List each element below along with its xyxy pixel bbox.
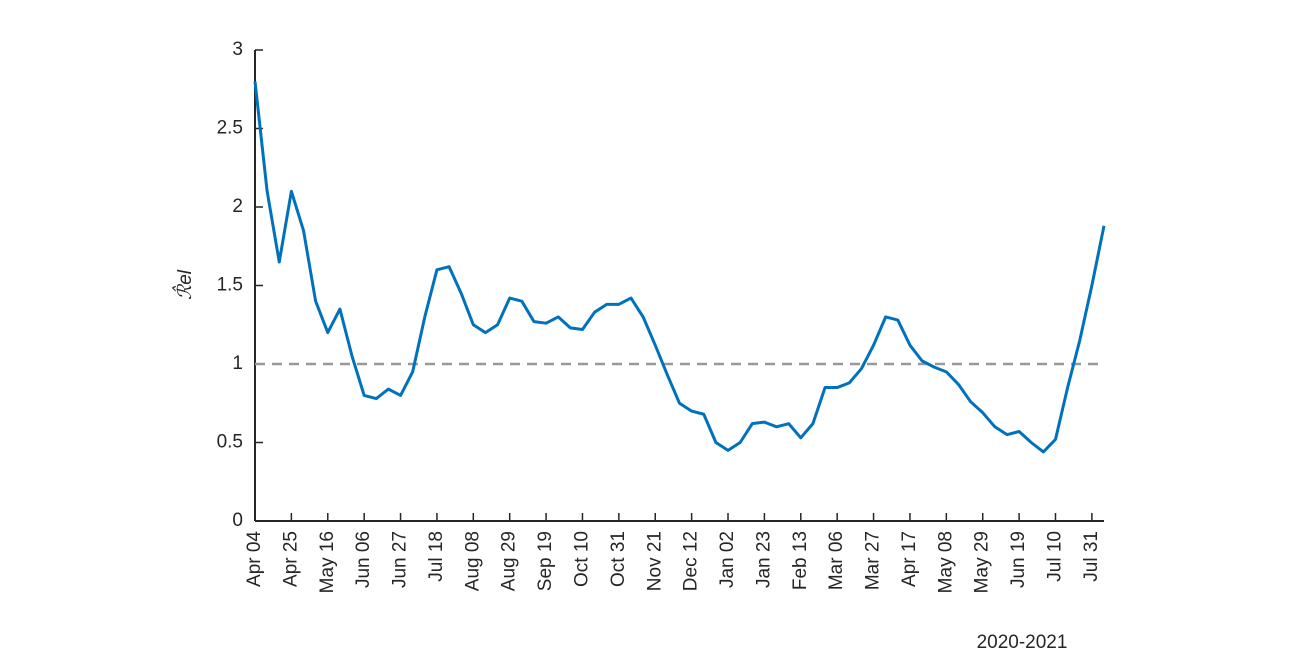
x-tick-label: Jun 06 (353, 531, 374, 588)
x-tick-label: Jun 27 (390, 531, 411, 588)
x-tick-label: Jan 02 (717, 531, 738, 588)
x-tick-label: Feb 13 (790, 531, 811, 590)
x-tick-label: Jul 18 (426, 531, 447, 582)
x-tick-label: May 08 (935, 531, 956, 593)
x-tick-label: Oct 10 (571, 531, 592, 587)
y-tick-label: 2.5 (217, 118, 243, 139)
y-tick-label: 1 (232, 353, 243, 374)
x-tick-label: Apr 04 (244, 531, 265, 587)
x-tick-label: Jul 10 (1045, 531, 1066, 582)
x-tick-label: May 29 (972, 531, 993, 593)
x-tick-label: Oct 31 (608, 531, 629, 587)
x-tick-label: Dec 12 (681, 531, 702, 591)
x-tick-label: Aug 29 (499, 531, 520, 591)
y-tick-label: 1.5 (217, 275, 243, 296)
x-tick-label: May 16 (317, 531, 338, 593)
x-tick-label: Nov 21 (644, 531, 665, 591)
y-tick-label: 2 (232, 196, 243, 217)
x-tick-label: Apr 17 (899, 531, 920, 587)
x-tick-label: Mar 27 (863, 531, 884, 590)
y-tick-label: 0 (232, 510, 243, 531)
y-tick-label: 3 (232, 39, 243, 60)
y-axis-label: ℛ̂el (172, 269, 196, 300)
x-tick-label: Sep 19 (535, 531, 556, 591)
x-tick-label: Aug 08 (462, 531, 483, 591)
data-line (253, 81, 1106, 454)
x-tick-label: Jul 31 (1081, 531, 1102, 582)
x-tick-label: Jun 19 (1008, 531, 1029, 588)
x-tick-label: Apr 25 (280, 531, 301, 587)
x-tick-label: Jan 23 (753, 531, 774, 588)
x-tick-label: Mar 06 (826, 531, 847, 590)
x-axis-label: 2020-2021 (977, 632, 1068, 653)
y-tick-label: 0.5 (217, 432, 243, 453)
